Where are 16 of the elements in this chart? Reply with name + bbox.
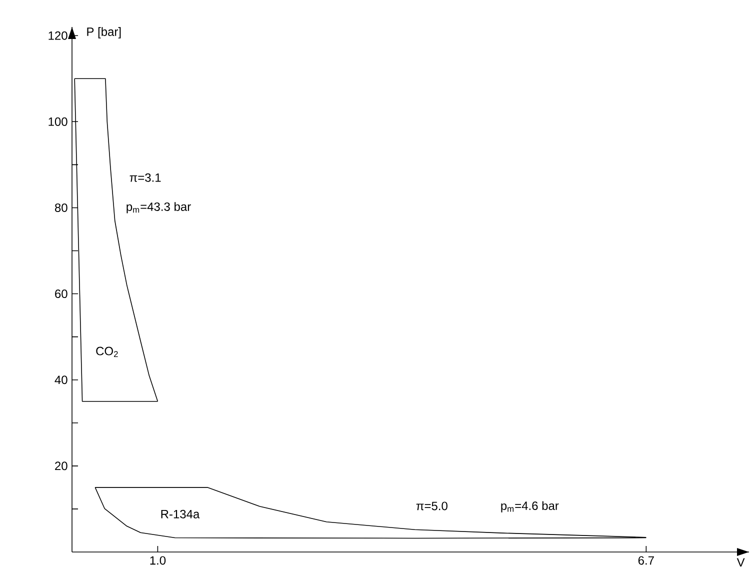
annotation: π=5.0 (416, 502, 448, 510)
annotation: π=3.1 (130, 173, 161, 182)
y-axis-title: P [bar] (87, 27, 121, 38)
y-tick-label: 120 (48, 31, 68, 40)
series-label: R-134a (161, 510, 200, 518)
y-tick-label: 80 (54, 203, 68, 212)
series-label: CO$_{2}$ (96, 346, 118, 357)
x-tick-label: 6.7 (638, 556, 654, 565)
y-tick-label: 40 (54, 376, 68, 384)
x-axis-title: V (736, 558, 745, 566)
y-tick-label: 100 (48, 117, 68, 126)
y-tick-label: 20 (55, 462, 68, 470)
x-tick-label: 1.0 (150, 556, 166, 565)
annotation: p$_{m}$=43.3 bar (126, 202, 191, 214)
annotation: p$_{m}$=4.6 bar (501, 501, 559, 512)
y-tick-label: 60 (55, 290, 68, 298)
